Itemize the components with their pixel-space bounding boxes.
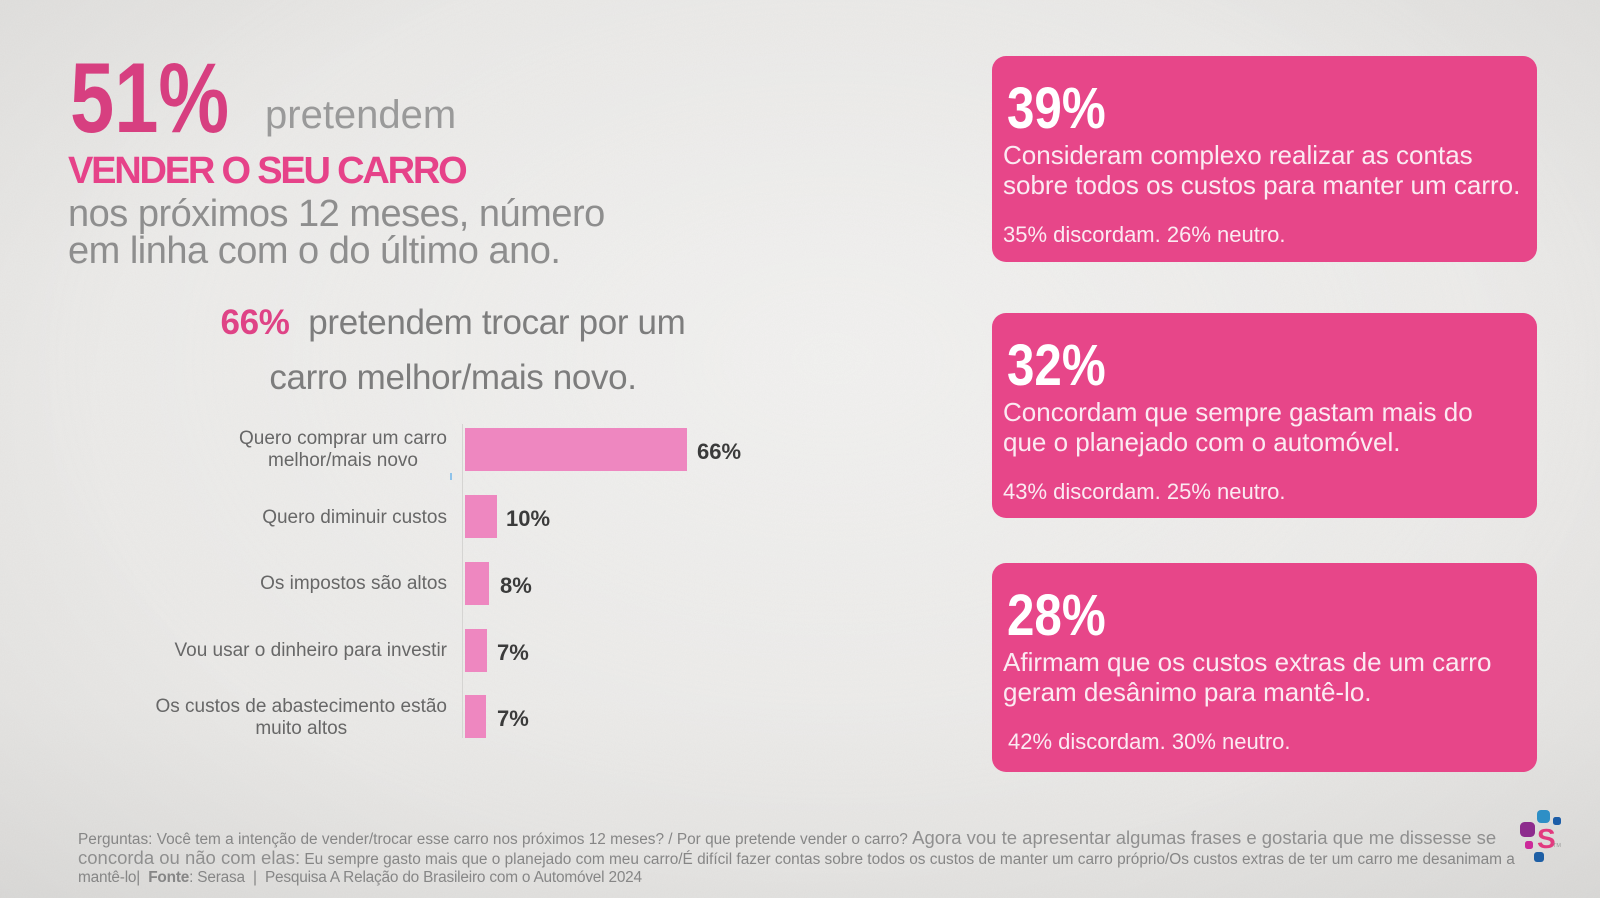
- svg-text:TM: TM: [1553, 843, 1561, 849]
- svg-text:S: S: [1537, 823, 1556, 854]
